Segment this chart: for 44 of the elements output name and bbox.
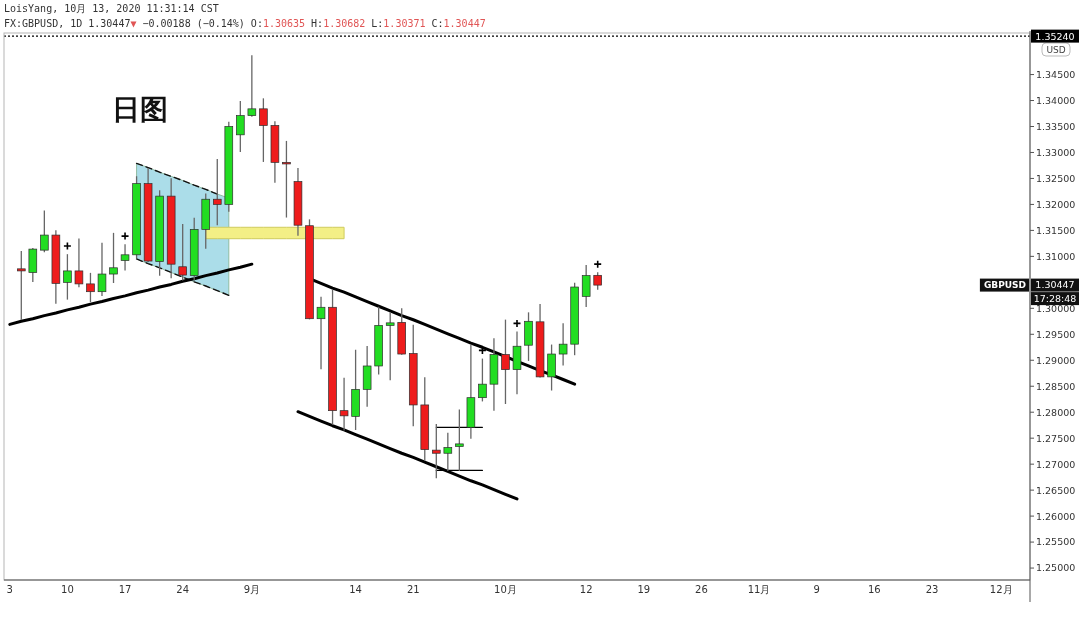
x-tick-label: 16: [868, 584, 881, 595]
y-tick-label: 1.27000: [1036, 458, 1076, 470]
x-tick-label: 3: [6, 584, 13, 595]
annotation: GBPUSD: [983, 280, 1026, 291]
y-axis-title: USD: [1046, 45, 1066, 55]
x-tick-label: 10: [61, 584, 74, 595]
y-tick-label: 1.32500: [1036, 172, 1076, 184]
text: 1.30447: [1035, 279, 1075, 291]
text: FX:GBPUSD, 1D 1.30447▼ −0.00188 (−0.14%) O:1.30635 H:1.30682 L:1.30371 C:: [4, 18, 444, 29]
text: 1.30447: [443, 18, 486, 29]
y-tick-label: 1.33000: [1036, 146, 1076, 158]
y-tick-label: 1.27500: [1036, 432, 1076, 444]
x-tick-label: 10月: [494, 584, 517, 595]
x-tick-label: 24: [176, 584, 190, 595]
y-tick-label: 1.34000: [1036, 94, 1076, 106]
x-tick-label: 9月: [243, 584, 261, 595]
x-tick-label: 12: [579, 584, 593, 595]
y-tick-label: 1.29000: [1036, 354, 1076, 366]
x-tick-label: 19: [637, 584, 651, 595]
y-tick-label: 1.28500: [1036, 380, 1076, 392]
x-tick-label: 14: [349, 584, 362, 595]
y-tick-label: 1.33500: [1036, 120, 1076, 132]
text: 17:28:48: [1033, 293, 1077, 304]
y-tick-label: 1.29500: [1036, 328, 1076, 340]
x-tick-label: 26: [695, 584, 708, 595]
ref-line-label: 1.35240: [1035, 30, 1075, 42]
y-tick-label: 1.25500: [1036, 536, 1076, 548]
x-tick-label: 17: [118, 584, 132, 595]
y-tick-label: 1.26000: [1036, 510, 1076, 522]
x-tick-label: 21: [406, 584, 420, 595]
y-tick-label: 1.25000: [1036, 562, 1076, 574]
x-tick-label: 11月: [747, 584, 771, 595]
y-tick-label: 1.26500: [1036, 484, 1076, 496]
y-tick-label: 1.31500: [1036, 224, 1076, 236]
x-tick-label: 23: [925, 584, 939, 595]
chart-title: LoisYang, 10月 13, 2020 11:31:14 CST: [4, 3, 219, 14]
annotation: 日图: [112, 93, 168, 126]
x-tick-label: 12月: [989, 584, 1013, 595]
x-tick-label: 9: [813, 584, 820, 595]
y-tick-label: 1.32000: [1036, 198, 1076, 210]
y-tick-label: 1.31000: [1036, 250, 1076, 262]
y-tick-label: 1.30000: [1036, 302, 1076, 314]
y-tick-label: 1.34500: [1036, 68, 1076, 80]
y-tick-label: 1.28000: [1036, 406, 1076, 418]
